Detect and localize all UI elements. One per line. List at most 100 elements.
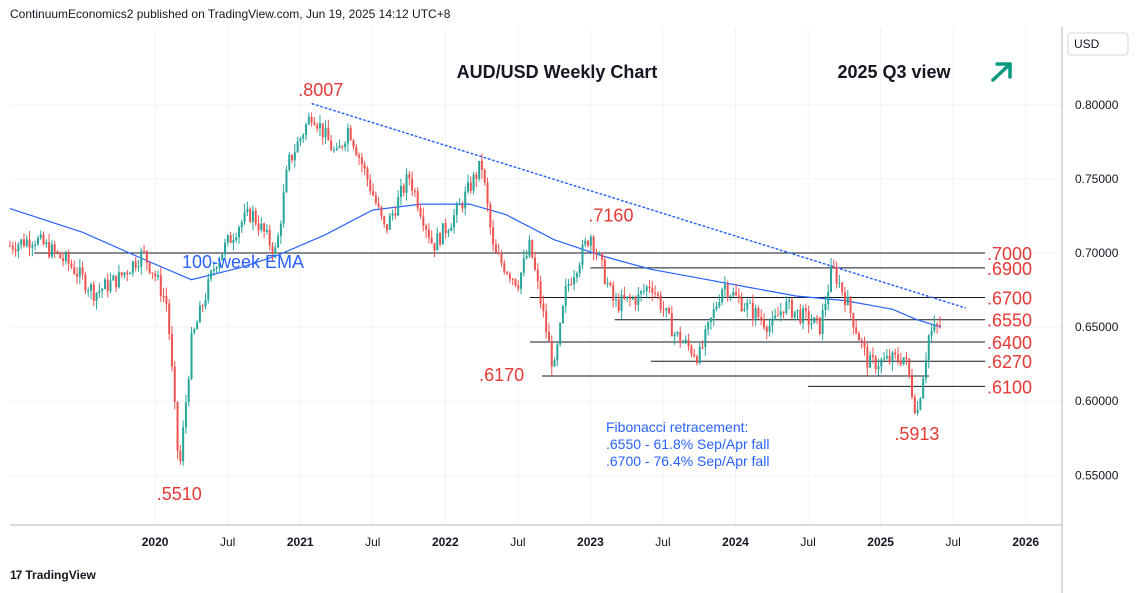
candle (140, 247, 143, 275)
candle-body (293, 152, 296, 161)
candle (771, 310, 774, 334)
candle-body (788, 299, 791, 302)
candle (623, 286, 626, 301)
candle (824, 296, 827, 317)
y-tick-label: 0.70000 (1075, 246, 1119, 260)
candle-body (522, 258, 525, 273)
candle-body (799, 309, 802, 324)
fib-note-line-2: .6550 - 61.8% Sep/Apr fall (606, 436, 769, 452)
candle (296, 136, 299, 153)
candle (363, 161, 366, 175)
candle (330, 135, 333, 151)
candle (352, 138, 355, 150)
candle-body (776, 315, 779, 317)
candle (642, 284, 645, 295)
tradingview-logo-icon: 17 (10, 568, 22, 582)
x-tick-label: 2020 (142, 535, 169, 549)
candle (483, 168, 486, 186)
candle-body (874, 357, 877, 370)
candle (458, 197, 461, 206)
candle-body (866, 347, 869, 368)
tradingview-footer[interactable]: 17 TradingView (10, 568, 96, 582)
candle-body (201, 305, 204, 307)
candle-body (332, 149, 335, 151)
candle (835, 261, 838, 289)
candle-body (723, 284, 726, 290)
level-label: .6550 (987, 311, 1032, 331)
candle (59, 251, 62, 259)
extreme-label: .8007 (298, 80, 343, 100)
candle (679, 326, 682, 348)
candle-body (291, 154, 294, 161)
candle (355, 144, 358, 157)
candle (293, 143, 296, 168)
candle (757, 306, 760, 319)
candle-body (592, 236, 595, 253)
candle (42, 231, 45, 246)
candle (905, 352, 908, 365)
candle-body (360, 157, 363, 165)
candle (749, 298, 752, 304)
candle-body (218, 260, 221, 268)
candle (92, 281, 95, 307)
candle (880, 357, 883, 374)
candle-body (466, 182, 469, 192)
candle-body (464, 191, 467, 209)
candle (103, 277, 106, 290)
candle (106, 273, 109, 298)
candle-body (494, 244, 497, 253)
candle (305, 122, 308, 141)
candle (503, 259, 506, 275)
candle-body (606, 282, 609, 284)
candle (827, 284, 830, 311)
candle-body (668, 307, 671, 314)
candle (584, 237, 587, 248)
candle-body (349, 128, 352, 141)
candle (349, 124, 352, 141)
candle-body (330, 140, 333, 151)
currency-label-box[interactable] (1067, 32, 1129, 56)
candle (439, 231, 442, 248)
candle-body (626, 296, 629, 299)
currency-label: USD (1074, 37, 1100, 51)
candle-body (76, 273, 79, 277)
candle-body (852, 313, 855, 328)
candle-body (352, 140, 355, 147)
axes: USD 0.55000 0.60000 0.65000 0.70000 0.75000 0… (10, 27, 1129, 593)
candle (640, 290, 643, 302)
candle-body (534, 257, 537, 270)
candle-body (651, 288, 654, 293)
candle (726, 280, 729, 302)
candle-body (243, 212, 246, 222)
candle-body (603, 259, 606, 284)
candle-body (176, 401, 179, 451)
candle (514, 278, 517, 287)
candle-body (140, 250, 143, 267)
candle-body (419, 208, 422, 217)
candle-body (924, 360, 927, 379)
candle (930, 323, 933, 343)
candle-body (567, 283, 570, 286)
candle-body (123, 272, 126, 276)
candle-body (802, 308, 805, 324)
candle-body (22, 239, 25, 247)
candle-body (475, 174, 478, 179)
candle (154, 270, 157, 282)
candle (263, 222, 266, 239)
candle (768, 318, 771, 337)
candle-body (50, 244, 53, 257)
candle-body (324, 127, 327, 138)
candle-body (804, 308, 807, 312)
candle (332, 146, 335, 153)
candle-body (224, 242, 227, 255)
candle (612, 281, 615, 308)
fib-note-line-1: Fibonacci retracement: (606, 419, 748, 435)
candle-body (749, 302, 752, 304)
candle (433, 242, 436, 257)
candle (14, 241, 17, 257)
candle-body (265, 229, 268, 232)
candle (927, 333, 930, 369)
candle (919, 397, 922, 411)
candle-body (614, 299, 617, 301)
